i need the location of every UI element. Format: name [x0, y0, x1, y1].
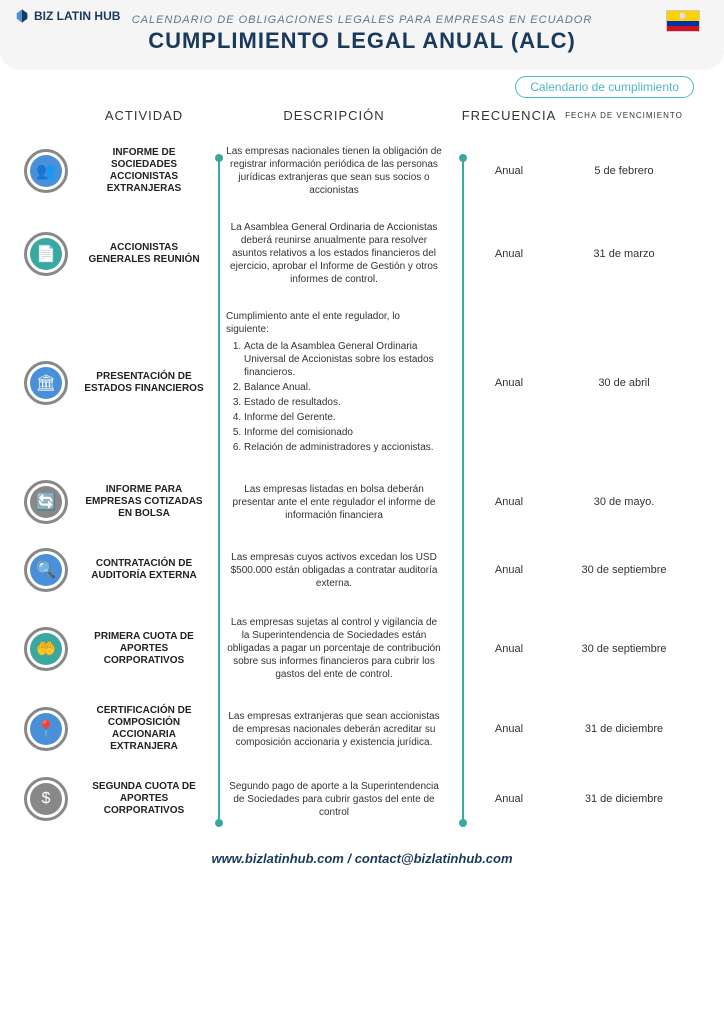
row-icon-cell: 📄	[18, 232, 74, 276]
vertical-divider-1	[218, 158, 220, 823]
row-activity: PRESENTACIÓN DE ESTADOS FINANCIEROS	[74, 371, 214, 395]
row-icon-glyph: 🔄	[30, 486, 62, 518]
row-icon: 🔄	[24, 480, 68, 524]
row-icon: 📄	[24, 232, 68, 276]
table-row: 🏛 PRESENTACIÓN DE ESTADOS FINANCIEROSCump…	[18, 298, 706, 468]
logo: BIZ LATIN HUB	[14, 8, 120, 24]
row-icon-cell: 🏛	[18, 361, 74, 405]
row-frequency: Anual	[454, 793, 564, 805]
col-frequency: FRECUENCIA	[454, 108, 564, 123]
row-activity: CONTRATACIÓN DE AUDITORÍA EXTERNA	[74, 558, 214, 582]
col-due: FECHA DE VENCIMIENTO	[564, 111, 684, 121]
row-description: Las empresas nacionales tienen la obliga…	[214, 145, 454, 197]
row-due-date: 30 de abril	[564, 377, 684, 389]
row-due-date: 30 de mayo.	[564, 496, 684, 508]
row-icon: 📍	[24, 707, 68, 751]
ecuador-flag-icon: ⚪	[666, 10, 700, 32]
row-icon-glyph: 🏛	[30, 367, 62, 399]
row-activity: INFORME DE SOCIEDADES ACCIONISTAS EXTRAN…	[74, 147, 214, 195]
row-description: Cumplimiento ante el ente regulador, lo …	[214, 310, 454, 456]
table-row: 📍 CERTIFICACIÓN DE COMPOSICIÓN ACCIONARIA…	[18, 693, 706, 765]
row-due-date: 31 de diciembre	[564, 723, 684, 735]
row-icon-cell: $	[18, 777, 74, 821]
row-icon: 🔍	[24, 548, 68, 592]
table-row: 🤲 PRIMERA CUOTA DE APORTES CORPORATIVOSLa…	[18, 604, 706, 693]
table-row: 📄 ACCIONISTAS GENERALES REUNIÓNLa Asamble…	[18, 209, 706, 298]
row-activity: SEGUNDA CUOTA DE APORTES CORPORATIVOS	[74, 781, 214, 817]
col-description: DESCRIPCIÓN	[214, 108, 454, 123]
table-row: 🔍 CONTRATACIÓN DE AUDITORÍA EXTERNALas em…	[18, 536, 706, 604]
row-activity: INFORME PARA EMPRESAS COTIZADAS EN BOLSA	[74, 484, 214, 520]
row-icon: $	[24, 777, 68, 821]
row-activity: ACCIONISTAS GENERALES REUNIÓN	[74, 242, 214, 266]
row-activity: PRIMERA CUOTA DE APORTES CORPORATIVOS	[74, 631, 214, 667]
header-title: CUMPLIMIENTO LEGAL ANUAL (ALC)	[24, 28, 700, 54]
row-icon-cell: 🤲	[18, 627, 74, 671]
header-subtitle: CALENDARIO DE OBLIGACIONES LEGALES PARA …	[24, 14, 700, 26]
row-icon: 🤲	[24, 627, 68, 671]
row-frequency: Anual	[454, 723, 564, 735]
row-description: Las empresas sujetas al control y vigila…	[214, 616, 454, 681]
row-due-date: 31 de marzo	[564, 248, 684, 260]
compliance-table: ACTIVIDAD DESCRIPCIÓN FRECUENCIA FECHA D…	[0, 98, 724, 843]
footer-contact: www.bizlatinhub.com / contact@bizlatinhu…	[0, 843, 724, 880]
row-icon-glyph: 👥	[30, 155, 62, 187]
page: BIZ LATIN HUB ⚪ CALENDARIO DE OBLIGACION…	[0, 0, 724, 880]
row-due-date: 30 de septiembre	[564, 643, 684, 655]
row-icon-cell: 📍	[18, 707, 74, 751]
row-icon-glyph: 🤲	[30, 633, 62, 665]
row-frequency: Anual	[454, 165, 564, 177]
column-headers: ACTIVIDAD DESCRIPCIÓN FRECUENCIA FECHA D…	[18, 98, 706, 133]
col-activity: ACTIVIDAD	[74, 108, 214, 123]
badge-wrap: Calendario de cumplimiento	[0, 70, 724, 98]
row-icon-cell: 🔍	[18, 548, 74, 592]
logo-icon	[14, 8, 30, 24]
row-frequency: Anual	[454, 496, 564, 508]
table-row: 👥 INFORME DE SOCIEDADES ACCIONISTAS EXTRA…	[18, 133, 706, 209]
row-due-date: 5 de febrero	[564, 165, 684, 177]
row-description: Las empresas extranjeras que sean accion…	[214, 710, 454, 749]
row-description: Las empresas cuyos activos excedan los U…	[214, 551, 454, 590]
row-icon-glyph: 🔍	[30, 554, 62, 586]
table-row: $ SEGUNDA CUOTA DE APORTES CORPORATIVOSSe…	[18, 765, 706, 833]
header: BIZ LATIN HUB ⚪ CALENDARIO DE OBLIGACION…	[0, 0, 724, 70]
row-frequency: Anual	[454, 564, 564, 576]
row-icon: 🏛	[24, 361, 68, 405]
logo-text: BIZ LATIN HUB	[34, 9, 120, 23]
row-description: La Asamblea General Ordinaria de Accioni…	[214, 221, 454, 286]
row-frequency: Anual	[454, 377, 564, 389]
row-frequency: Anual	[454, 248, 564, 260]
row-icon-glyph: $	[30, 783, 62, 815]
row-due-date: 30 de septiembre	[564, 564, 684, 576]
compliance-badge: Calendario de cumplimiento	[515, 76, 694, 98]
row-frequency: Anual	[454, 643, 564, 655]
row-icon-glyph: 📄	[30, 238, 62, 270]
table-rows: 👥 INFORME DE SOCIEDADES ACCIONISTAS EXTRA…	[18, 133, 706, 833]
vertical-divider-2	[462, 158, 464, 823]
row-icon-cell: 🔄	[18, 480, 74, 524]
row-activity: CERTIFICACIÓN DE COMPOSICIÓN ACCIONARIA …	[74, 705, 214, 753]
row-icon-cell: 👥	[18, 149, 74, 193]
row-description: Las empresas listadas en bolsa deberán p…	[214, 483, 454, 522]
table-row: 🔄 INFORME PARA EMPRESAS COTIZADAS EN BOLS…	[18, 468, 706, 536]
row-icon-glyph: 📍	[30, 713, 62, 745]
row-due-date: 31 de diciembre	[564, 793, 684, 805]
row-description: Segundo pago de aporte a la Superintende…	[214, 780, 454, 819]
row-icon: 👥	[24, 149, 68, 193]
